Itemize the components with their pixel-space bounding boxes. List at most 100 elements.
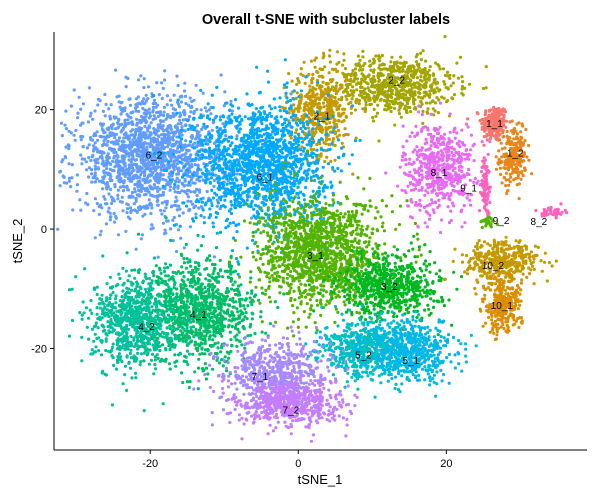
data-point bbox=[93, 197, 97, 201]
data-point bbox=[423, 153, 427, 157]
data-point bbox=[431, 154, 435, 158]
data-point bbox=[389, 78, 393, 82]
data-point bbox=[469, 148, 473, 152]
data-point bbox=[446, 157, 450, 161]
data-point bbox=[546, 207, 550, 212]
data-point bbox=[423, 86, 427, 90]
data-point bbox=[199, 113, 203, 117]
data-point bbox=[161, 190, 165, 194]
data-point bbox=[555, 208, 560, 212]
data-point bbox=[369, 68, 373, 72]
data-point bbox=[504, 119, 509, 123]
data-point bbox=[139, 237, 143, 241]
data-point bbox=[182, 201, 186, 205]
data-point bbox=[482, 156, 486, 160]
data-point bbox=[364, 103, 368, 107]
data-point bbox=[493, 134, 497, 138]
data-point bbox=[323, 159, 327, 164]
data-point bbox=[100, 124, 104, 128]
data-point bbox=[372, 74, 376, 78]
data-point bbox=[110, 201, 114, 205]
data-point bbox=[166, 142, 170, 147]
data-point bbox=[127, 97, 131, 101]
data-point bbox=[109, 195, 113, 199]
data-point bbox=[75, 189, 79, 193]
data-point bbox=[543, 210, 548, 214]
data-point bbox=[486, 152, 490, 156]
data-point bbox=[153, 117, 157, 121]
data-point bbox=[317, 101, 321, 106]
data-point bbox=[521, 152, 525, 156]
data-point bbox=[157, 141, 161, 145]
data-point bbox=[500, 181, 504, 185]
data-point bbox=[230, 177, 234, 182]
data-point bbox=[321, 75, 325, 79]
data-point bbox=[314, 87, 318, 91]
data-point bbox=[138, 128, 142, 133]
data-point bbox=[455, 131, 459, 135]
data-point bbox=[467, 82, 472, 86]
data-point bbox=[332, 120, 336, 125]
data-point bbox=[441, 67, 445, 71]
data-point bbox=[230, 119, 234, 123]
data-point bbox=[431, 181, 435, 185]
data-point bbox=[171, 218, 175, 222]
data-point bbox=[266, 139, 270, 143]
data-point bbox=[393, 97, 398, 101]
data-point bbox=[520, 170, 524, 174]
data-point bbox=[481, 185, 485, 189]
data-point bbox=[198, 179, 202, 183]
data-point bbox=[373, 85, 377, 89]
data-point bbox=[403, 107, 407, 111]
data-point bbox=[147, 85, 151, 89]
data-point bbox=[447, 145, 451, 150]
data-point bbox=[223, 198, 227, 202]
data-point bbox=[386, 89, 390, 93]
data-point bbox=[429, 112, 433, 116]
data-point bbox=[516, 173, 520, 177]
data-point bbox=[435, 86, 439, 90]
data-point bbox=[239, 183, 243, 187]
data-point bbox=[184, 123, 188, 127]
data-point bbox=[340, 141, 344, 145]
data-point bbox=[402, 77, 407, 81]
data-point bbox=[281, 105, 285, 110]
data-point bbox=[418, 91, 422, 95]
data-point bbox=[445, 70, 450, 74]
data-point bbox=[378, 71, 382, 75]
data-point bbox=[227, 114, 231, 118]
data-point bbox=[525, 155, 529, 159]
data-point bbox=[418, 159, 423, 164]
data-point bbox=[302, 60, 306, 64]
data-point bbox=[177, 166, 181, 170]
data-point bbox=[158, 118, 163, 123]
data-point bbox=[110, 198, 115, 202]
data-point bbox=[427, 78, 431, 82]
data-point bbox=[515, 132, 520, 136]
data-point bbox=[160, 163, 164, 167]
data-point bbox=[417, 188, 421, 192]
data-point bbox=[214, 114, 218, 118]
data-point bbox=[378, 63, 382, 67]
data-point bbox=[466, 154, 470, 158]
data-point bbox=[426, 71, 430, 75]
data-point bbox=[79, 138, 83, 142]
data-point bbox=[398, 165, 402, 169]
data-point bbox=[393, 61, 397, 65]
data-point bbox=[365, 92, 369, 97]
data-point bbox=[504, 125, 508, 129]
data-point bbox=[141, 178, 145, 182]
data-point bbox=[69, 185, 73, 189]
data-point bbox=[509, 153, 513, 157]
data-point bbox=[161, 221, 165, 225]
data-point bbox=[429, 86, 433, 90]
data-point bbox=[345, 97, 349, 101]
data-point bbox=[203, 150, 207, 154]
data-point bbox=[121, 209, 125, 213]
data-point bbox=[135, 121, 139, 125]
data-point bbox=[430, 198, 434, 202]
data-point bbox=[316, 70, 320, 75]
data-point bbox=[482, 172, 486, 176]
data-point bbox=[170, 144, 174, 148]
data-point bbox=[175, 111, 179, 115]
